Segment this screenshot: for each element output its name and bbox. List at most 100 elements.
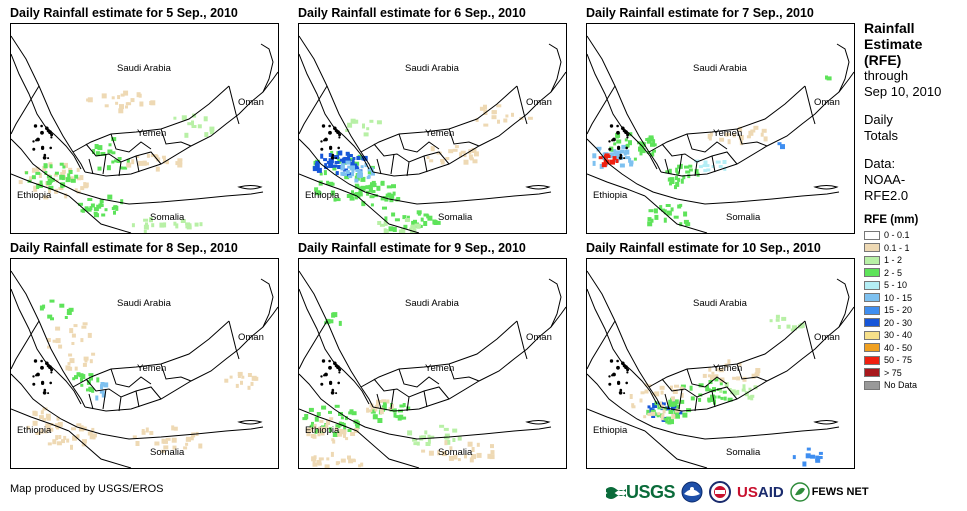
rain-cell (464, 454, 467, 459)
rain-cell (413, 442, 419, 446)
border-line (11, 270, 86, 408)
rain-cell (84, 182, 89, 188)
island-mark (617, 146, 621, 150)
rain-cell (136, 92, 141, 98)
rain-cell (775, 318, 780, 322)
rain-cell (341, 429, 347, 435)
island-mark (626, 371, 629, 374)
rain-cell (754, 372, 760, 377)
rain-cell (680, 178, 684, 184)
rain-cell (343, 156, 349, 161)
rain-cell (388, 226, 394, 232)
border-line (11, 35, 86, 173)
rain-cell (240, 380, 243, 385)
country-label-saudi: Saudi Arabia (405, 63, 460, 74)
rain-cell (347, 429, 352, 432)
rainfall-map: Saudi Arabia Oman Yemen Ethiopia Somalia (298, 258, 567, 469)
border-line (548, 278, 562, 328)
rain-cell (685, 170, 691, 174)
island-mark (623, 157, 626, 160)
rain-cell (705, 388, 711, 392)
rain-cell (69, 328, 74, 334)
rain-cell (726, 132, 731, 136)
border-line (587, 85, 616, 135)
island-mark (328, 130, 332, 135)
rain-cell (64, 316, 68, 319)
island-mark (36, 372, 40, 377)
rain-cell (719, 137, 725, 142)
island-mark (48, 365, 52, 370)
rain-cell (48, 427, 54, 432)
rain-cell (666, 210, 672, 216)
island-mark (45, 361, 49, 366)
rain-cell (358, 464, 362, 468)
rain-cell (747, 395, 751, 400)
rain-cell (476, 452, 482, 458)
rain-cell (74, 174, 79, 179)
rain-cell (391, 212, 396, 217)
rain-cell (247, 373, 252, 377)
rain-cell (679, 386, 684, 391)
rain-cell (370, 406, 374, 410)
rain-cell (792, 325, 797, 331)
rain-cell (58, 435, 62, 439)
border-line (110, 368, 152, 388)
rain-cell (50, 317, 54, 321)
island-mark (621, 126, 625, 131)
rain-cell (40, 410, 44, 415)
island-mark (328, 124, 331, 128)
rain-cell (707, 133, 712, 139)
rain-cell (334, 161, 340, 164)
rain-cell (107, 194, 113, 200)
rain-cell (419, 435, 424, 441)
rain-cell (624, 138, 628, 142)
rain-cell (55, 423, 60, 429)
border-line (11, 173, 70, 197)
rain-cell (334, 404, 340, 408)
border-line (360, 320, 518, 388)
rain-cell (351, 190, 354, 194)
border-line (360, 85, 518, 153)
legend-class-label: 40 - 50 (884, 342, 913, 353)
border-line (68, 195, 132, 233)
rain-cell (32, 410, 37, 416)
rain-cell (750, 129, 756, 133)
rain-cell (592, 153, 597, 159)
rain-cell (173, 221, 177, 226)
panel-title: Daily Rainfall estimate for 10 Sep., 201… (586, 241, 821, 255)
rain-cell (761, 128, 767, 133)
rain-cell (323, 170, 327, 176)
rain-cell (66, 309, 72, 312)
rain-cell (356, 156, 361, 160)
rain-cell (96, 377, 100, 383)
island-mark (40, 130, 44, 135)
island-mark (626, 368, 630, 372)
rain-cell (665, 170, 670, 174)
legend-class-label: No Data (884, 380, 918, 391)
rain-cell (82, 322, 88, 326)
rain-cell (115, 205, 119, 211)
rain-cell (79, 425, 84, 429)
island-mark (619, 153, 623, 157)
rain-cell (605, 155, 611, 158)
rain-cell (224, 378, 229, 383)
rain-cell (94, 144, 99, 149)
legend-class-label: 0.1 - 1 (884, 242, 910, 253)
rain-cell (104, 104, 109, 108)
rain-cell (690, 396, 695, 401)
rain-cell (736, 376, 741, 381)
usaid-wordmark-us: US (737, 483, 758, 501)
rain-cell (315, 428, 319, 432)
rain-cell (390, 403, 394, 409)
border-line (299, 373, 552, 440)
rain-cell (47, 180, 52, 185)
border-line (72, 85, 230, 153)
island-mark (331, 153, 335, 157)
rain-cell (490, 450, 495, 455)
rain-cell (705, 164, 710, 168)
rain-cell (67, 173, 71, 178)
rain-cell (452, 428, 458, 433)
island-mark (33, 359, 38, 363)
rain-cell (123, 90, 129, 96)
rain-cell (80, 377, 83, 382)
